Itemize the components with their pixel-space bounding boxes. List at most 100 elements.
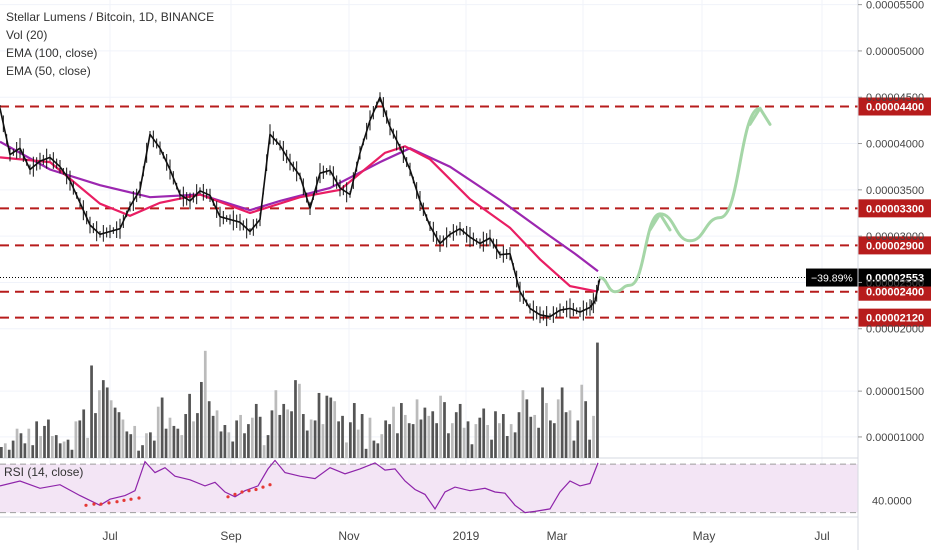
volume-bar — [427, 415, 431, 458]
volume-bar — [133, 425, 137, 458]
rsi-divergence-dot — [137, 496, 141, 500]
volume-bar — [172, 425, 176, 458]
volume-bar — [376, 443, 380, 458]
volume-bar — [494, 411, 497, 458]
volume-pane — [0, 342, 599, 458]
volume-bar — [203, 350, 207, 458]
volume-bar — [580, 384, 584, 458]
volume-bar — [313, 420, 317, 458]
volume-bar — [0, 447, 3, 458]
volume-bar — [333, 401, 337, 458]
volume-bar — [380, 434, 384, 458]
time-axis-label: Jul — [102, 529, 117, 543]
volume-bar — [474, 424, 478, 458]
volume-bar — [509, 424, 513, 458]
volume-bar — [470, 444, 474, 458]
volume-bar — [541, 387, 544, 458]
time-axis-label: Mar — [547, 529, 568, 543]
volume-bar — [168, 417, 172, 458]
volume-bar — [137, 450, 140, 458]
level-tag-label: 0.00003300 — [866, 203, 924, 215]
volume-bar — [35, 421, 39, 458]
volume-bar — [239, 414, 242, 458]
volume-bar — [125, 431, 129, 458]
level-tag — [858, 308, 931, 327]
volume-bar — [564, 412, 568, 458]
level-tag-label: 0.00002120 — [866, 313, 924, 325]
volume-bar — [419, 419, 423, 458]
time-axis-label: May — [693, 529, 716, 543]
volume-bar — [545, 403, 548, 458]
volume-bar — [568, 410, 572, 458]
volume-bar — [3, 443, 7, 458]
chart-legend: Stellar Lumens / Bitcoin, 1D, BINANCE Vo… — [6, 8, 214, 80]
volume-bar — [513, 432, 517, 458]
volume-bar — [286, 409, 289, 458]
volume-bar — [247, 424, 250, 458]
current-price-tag — [858, 268, 931, 287]
volume-bar — [160, 397, 164, 458]
rsi-divergence-dot — [99, 502, 103, 506]
volume-bar — [552, 423, 556, 458]
rsi-divergence-dot — [247, 489, 251, 493]
volume-bar — [207, 401, 211, 458]
volume-bar — [129, 434, 133, 458]
volume-bar — [482, 408, 486, 458]
volume-bar — [243, 433, 246, 458]
volume-bar — [454, 412, 458, 458]
change-tag — [806, 268, 858, 287]
rsi-axis-label: 40.0000 — [872, 495, 912, 507]
volume-bar — [15, 428, 19, 458]
rsi-divergence-dot — [84, 503, 88, 507]
rsi-divergence-dot — [261, 485, 265, 489]
volume-bar — [19, 433, 23, 458]
volume-bar — [211, 415, 215, 458]
volume-bar — [101, 380, 105, 458]
volume-bar — [325, 395, 329, 458]
volume-bar — [196, 413, 199, 458]
volume-bar — [23, 443, 27, 458]
volume-bar — [572, 440, 576, 458]
volume-bar — [352, 403, 356, 458]
volume-bar — [215, 410, 219, 458]
volume-bar — [364, 448, 368, 458]
time-axis-label: Sep — [220, 529, 242, 543]
volume-bar — [486, 425, 489, 458]
price-axis-label: 0.00003500 — [866, 185, 924, 197]
volume-bar — [223, 425, 227, 458]
volume-bar — [86, 437, 89, 458]
time-axis-label: Jul — [814, 529, 829, 543]
support-resistance-levels: 0.00004400 0.00003300 0.00002900 0.00002400… — [0, 97, 931, 327]
rsi-legend: RSI (14, close) — [4, 465, 84, 479]
volume-bar — [317, 392, 321, 458]
time-axis-label: Nov — [338, 529, 359, 543]
ema100-line — [0, 140, 599, 273]
volume-bar — [43, 425, 46, 458]
price-axis-label: 0.00004000 — [866, 139, 924, 151]
level-tag — [858, 199, 931, 218]
volume-bar — [537, 427, 540, 458]
volume-bar — [98, 390, 101, 458]
volume-bar — [588, 439, 591, 458]
projection-arrow — [598, 106, 762, 294]
volume-bar — [121, 419, 125, 458]
volume-bar — [235, 420, 239, 458]
volume-bar — [250, 417, 254, 458]
price-axis-label: 0.00005000 — [866, 46, 924, 58]
price-axis-label: 0.00001500 — [866, 386, 924, 398]
volume-bar — [39, 436, 42, 458]
change-tag-label: −39.89% — [811, 273, 853, 285]
level-tag — [858, 236, 931, 255]
volume-bar — [321, 424, 325, 458]
volume-bar — [7, 449, 11, 458]
volume-bar — [270, 410, 274, 458]
rsi-line — [0, 459, 599, 514]
volume-bar — [490, 439, 493, 458]
volume-bar — [337, 421, 340, 458]
volume-bar — [400, 403, 403, 458]
current-price-tag-label: 0.00002553 — [866, 273, 924, 285]
volume-bar — [298, 383, 301, 458]
volume-bar — [584, 401, 588, 458]
price-axis-label: 0.00004500 — [866, 92, 924, 104]
